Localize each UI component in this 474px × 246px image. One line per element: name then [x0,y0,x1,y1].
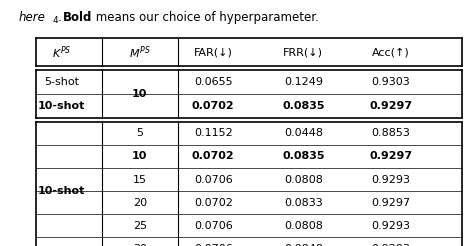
Text: 10-shot: 10-shot [38,186,85,196]
Text: $K^{PS}$: $K^{PS}$ [52,44,71,61]
Text: 10-shot: 10-shot [38,101,85,111]
Text: 0.9297: 0.9297 [372,198,410,208]
Text: 0.1249: 0.1249 [284,77,323,87]
Text: 0.9293: 0.9293 [372,175,410,184]
Text: here: here [19,11,46,24]
Text: 0.0706: 0.0706 [194,221,233,231]
Text: 0.0848: 0.0848 [284,244,323,246]
Text: 0.0448: 0.0448 [284,128,323,138]
Text: 4: 4 [53,16,58,25]
Text: 0.0702: 0.0702 [192,101,235,111]
Text: 0.9293: 0.9293 [372,244,410,246]
Text: means our choice of hyperparameter.: means our choice of hyperparameter. [92,11,319,24]
Text: 0.0808: 0.0808 [284,221,323,231]
Text: 0.0835: 0.0835 [282,152,325,161]
Text: 0.8853: 0.8853 [372,128,410,138]
Text: 0.0702: 0.0702 [192,152,235,161]
Text: 0.0706: 0.0706 [194,244,233,246]
Text: 20: 20 [133,198,147,208]
Text: $M^{PS}$: $M^{PS}$ [129,44,151,61]
Text: .: . [58,11,66,24]
Text: 0.0833: 0.0833 [284,198,323,208]
Text: FAR(↓): FAR(↓) [194,47,233,57]
Text: 0.9303: 0.9303 [372,77,410,87]
Text: 5: 5 [137,128,143,138]
Text: 5-shot: 5-shot [44,77,79,87]
Text: FRR(↓): FRR(↓) [283,47,323,57]
Text: 0.0655: 0.0655 [194,77,233,87]
Text: 0.9297: 0.9297 [370,101,412,111]
Text: Bold: Bold [63,11,92,24]
Text: 15: 15 [133,175,147,184]
Text: 0.9297: 0.9297 [370,152,412,161]
Text: 0.1152: 0.1152 [194,128,233,138]
Text: 0.0808: 0.0808 [284,175,323,184]
Text: 0.0835: 0.0835 [282,101,325,111]
Text: 10: 10 [132,89,147,99]
Text: 0.0702: 0.0702 [194,198,233,208]
Text: 0.9293: 0.9293 [372,221,410,231]
Text: 0.0706: 0.0706 [194,175,233,184]
Text: Acc(↑): Acc(↑) [372,47,410,57]
Text: 30: 30 [133,244,147,246]
Text: 10: 10 [132,152,147,161]
Text: 25: 25 [133,221,147,231]
